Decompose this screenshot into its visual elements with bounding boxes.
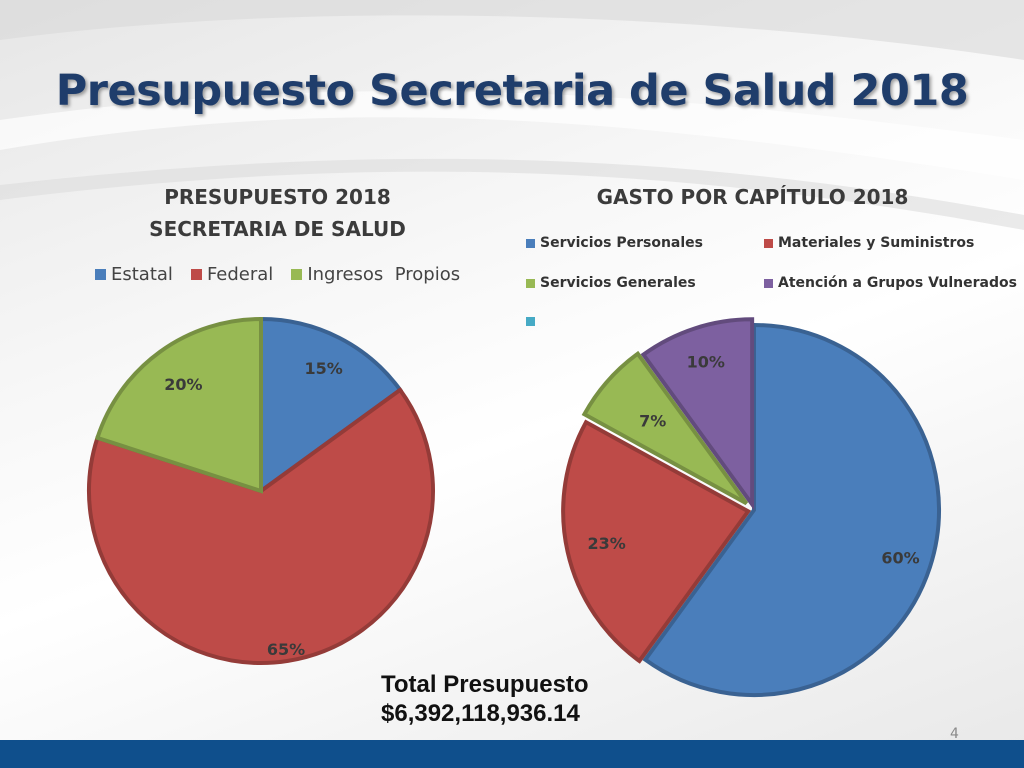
legend-item-atencion: Atención a Grupos Vulnerados	[764, 275, 1017, 291]
chart2-slice-1	[561, 419, 752, 664]
chart1-label-0: 15%	[305, 359, 343, 378]
legend-item-servicios-generales: Servicios Generales	[526, 275, 696, 291]
legend-swatch-atencion	[764, 278, 773, 288]
total-value: $6,392,118,936.14	[381, 700, 580, 727]
chart2-label-0: 60%	[881, 549, 919, 568]
chart2-slice-2	[581, 350, 749, 506]
legend-swatch-estatal	[95, 269, 106, 280]
chart1-label-2: 20%	[164, 375, 202, 394]
total-label: Total Presupuesto	[381, 671, 589, 698]
chart2-title: GASTO POR CAPÍTULO 2018	[596, 185, 909, 209]
chart1-title: PRESUPUESTO 2018 SECRETARIA DE SALUD	[100, 181, 455, 245]
background-swoosh	[0, 0, 1024, 230]
chart1-slice-2	[94, 316, 263, 494]
legend-label-estatal: Estatal	[111, 264, 173, 285]
legend-item-federal: Federal	[190, 264, 274, 285]
legend-swatch-federal	[190, 269, 202, 280]
legend-label-atencion: Atención a Grupos Vulnerados	[778, 275, 1017, 291]
legend-item-unnamed	[526, 317, 540, 326]
chart2-label-3: 10%	[687, 353, 725, 372]
legend-label-servicios-personales: Servicios Personales	[540, 235, 703, 251]
legend-item-servicios-personales: Servicios Personales	[526, 235, 703, 251]
legend-swatch-materiales	[764, 238, 773, 248]
page-number: 4	[950, 726, 959, 742]
chart1-title-line1: PRESUPUESTO 2018	[164, 185, 391, 209]
legend-item-estatal: Estatal	[95, 264, 173, 285]
legend-label-servicios-generales: Servicios Generales	[540, 275, 696, 291]
chart2-label-2: 7%	[639, 412, 666, 431]
legend-swatch-servicios-generales	[526, 278, 535, 288]
chart1-slice-1	[87, 387, 435, 665]
legend-label-federal: Federal	[206, 264, 274, 285]
legend-item-materiales: Materiales y Suministros	[764, 235, 974, 251]
chart1-slice-0	[259, 316, 403, 495]
chart2-slice-3	[640, 317, 755, 511]
chart1-label-1: 65%	[267, 640, 305, 659]
chart1-title-line2: SECRETARIA DE SALUD	[149, 217, 406, 241]
page-title: Presupuesto Secretaria de Salud 2018	[55, 66, 969, 116]
legend-swatch-unnamed	[526, 317, 535, 326]
chart2-label-1: 23%	[587, 534, 625, 553]
chart2-legend: Servicios Personales Materiales y Sumini…	[526, 235, 1017, 335]
chart2-slice-0	[642, 322, 941, 697]
legend-swatch-ingresos-propios	[291, 269, 303, 280]
legend-item-ingresos-propios: Ingresos Propios	[291, 264, 460, 285]
total-budget: Total Presupuesto $6,392,118,936.14	[381, 670, 589, 728]
legend-label-ingresos-propios: Ingresos Propios	[307, 264, 461, 285]
legend-label-materiales: Materiales y Suministros	[778, 235, 975, 251]
chart1-legend: Estatal Federal Ingresos Propios	[95, 264, 460, 285]
footer-bar	[0, 740, 1024, 768]
legend-swatch-servicios-personales	[526, 238, 535, 248]
